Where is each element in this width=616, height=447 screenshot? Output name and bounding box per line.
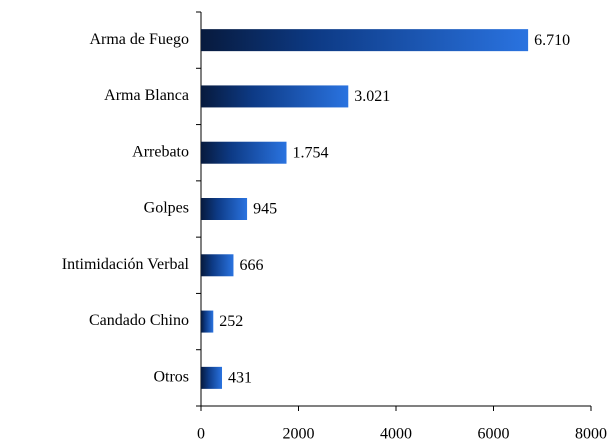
x-tick-label: 2000 [283, 426, 315, 443]
data-label: 3.021 [354, 88, 390, 105]
x-tick-label: 0 [197, 426, 205, 443]
bar [201, 310, 214, 333]
bar [201, 141, 287, 164]
y-tick-label: Candado Chino [89, 312, 189, 329]
data-label: 1.754 [293, 144, 329, 161]
y-tick-label: Arma Blanca [104, 87, 189, 104]
bar [201, 254, 234, 277]
data-label: 252 [219, 313, 243, 330]
y-tick-label: Arrebato [132, 143, 189, 160]
bar [201, 198, 248, 220]
y-tick-label: Intimidación Verbal [62, 256, 190, 273]
data-label: 945 [253, 201, 277, 218]
bar [201, 366, 223, 389]
data-label: 666 [239, 257, 263, 274]
x-tick-label: 4000 [380, 426, 412, 443]
x-tick-label: 6000 [478, 426, 510, 443]
y-tick-label: Golpes [144, 200, 189, 217]
y-tick-label: Arma de Fuego [89, 31, 189, 48]
data-label: 6.710 [534, 32, 570, 49]
x-tick-label: 8000 [575, 426, 607, 443]
bar [201, 85, 349, 108]
data-label: 431 [228, 370, 252, 387]
y-tick-label: Otros [153, 369, 189, 386]
bar [201, 29, 529, 52]
